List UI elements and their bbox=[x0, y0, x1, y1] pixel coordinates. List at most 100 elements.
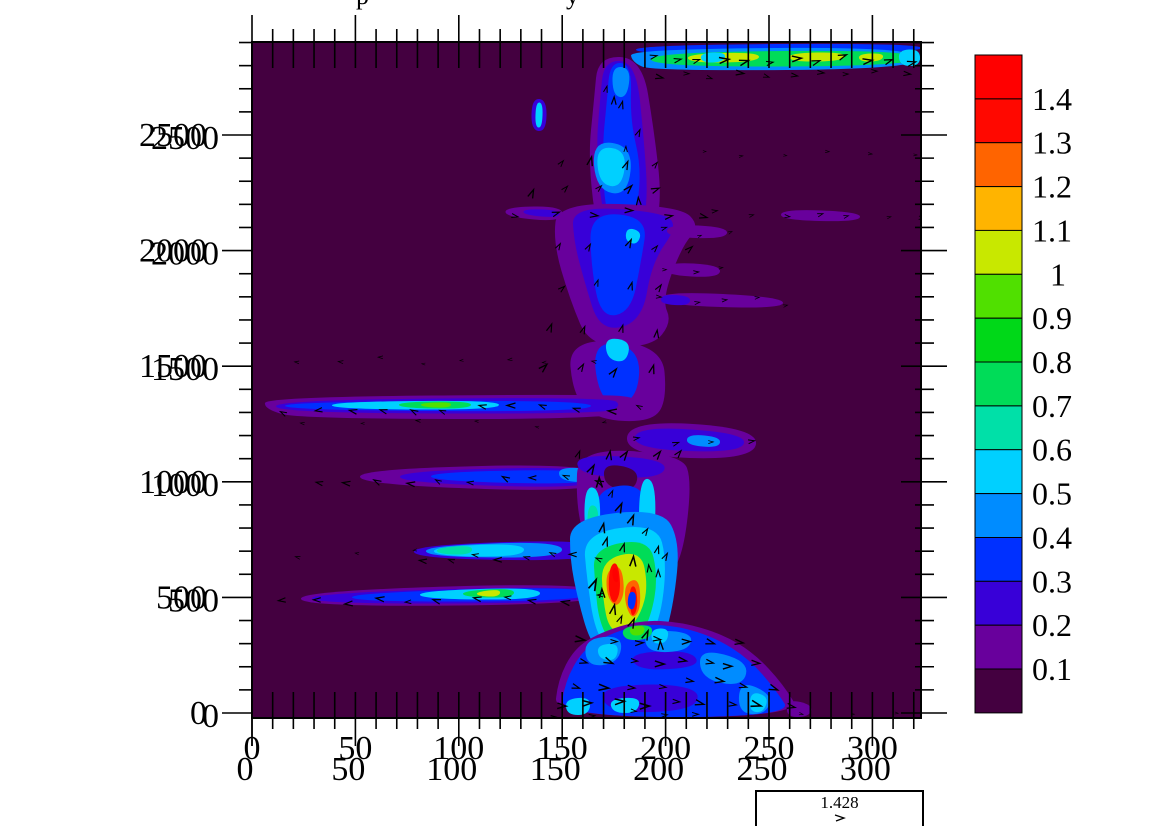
velocity-arrow bbox=[824, 149, 831, 154]
velocity-arrow bbox=[574, 449, 581, 459]
colorbar-label: 0.5 bbox=[1032, 476, 1072, 512]
velocity-arrow bbox=[276, 597, 286, 603]
colorbar-cell bbox=[974, 405, 1023, 451]
contour-blob bbox=[535, 102, 543, 128]
velocity-arrow bbox=[527, 187, 535, 199]
velocity-arrow bbox=[705, 638, 717, 645]
velocity-arrow bbox=[598, 521, 606, 534]
velocity-arrow bbox=[738, 682, 749, 689]
velocity-arrow bbox=[431, 599, 442, 605]
velocity-arrow bbox=[567, 551, 577, 558]
velocity-arrow bbox=[527, 475, 537, 481]
velocity-arrow bbox=[651, 161, 659, 169]
velocity-arrow bbox=[655, 567, 662, 578]
x-axis-label: 300 bbox=[847, 730, 898, 767]
velocity-arrow bbox=[581, 699, 595, 707]
contour-blob bbox=[632, 651, 697, 670]
velocity-arrow bbox=[511, 213, 520, 218]
colorbar-cell bbox=[974, 493, 1023, 539]
velocity-arrow bbox=[791, 55, 804, 63]
velocity-arrows-layer bbox=[276, 54, 921, 718]
velocity-arrow bbox=[608, 367, 618, 378]
velocity-arrow bbox=[718, 56, 732, 65]
contour-blob bbox=[625, 228, 641, 244]
velocity-arrow bbox=[593, 278, 599, 287]
velocity-arrow bbox=[626, 513, 635, 526]
velocity-arrow bbox=[635, 404, 643, 411]
velocity-arrow bbox=[299, 422, 305, 426]
velocity-arrow bbox=[747, 439, 757, 445]
colorbar-cell bbox=[974, 317, 1023, 363]
velocity-arrow bbox=[722, 662, 735, 670]
contour-blob bbox=[597, 147, 625, 187]
velocity-arrow bbox=[811, 60, 822, 67]
velocity-arrow bbox=[447, 559, 456, 564]
velocity-arrow bbox=[541, 360, 547, 364]
colorbar-label: 1.2 bbox=[1032, 169, 1072, 205]
y-axis-label-duplicate: 1500 bbox=[151, 351, 219, 388]
velocity-arrow bbox=[574, 635, 588, 643]
contour-blob bbox=[476, 590, 501, 597]
velocity-arrow bbox=[738, 154, 744, 158]
x-axis-label: 0 bbox=[244, 730, 261, 767]
colorbar-label: 0.2 bbox=[1032, 607, 1072, 643]
velocity-arrow bbox=[639, 702, 652, 710]
velocity-arrow bbox=[610, 638, 620, 645]
velocity-arrow bbox=[650, 187, 661, 194]
colorbar-cell bbox=[974, 537, 1023, 582]
velocity-arrow bbox=[491, 556, 503, 563]
velocity-arrow bbox=[605, 408, 618, 416]
reference-vector-arrow-icon bbox=[834, 814, 846, 822]
velocity-arrow bbox=[504, 402, 516, 409]
velocity-arrow bbox=[608, 602, 617, 616]
velocity-arrow bbox=[653, 328, 660, 339]
velocity-arrow bbox=[661, 713, 669, 718]
x-axis-label: 150 bbox=[537, 730, 588, 767]
y-axis-label: 1500 bbox=[139, 348, 207, 385]
velocity-arrow bbox=[503, 595, 512, 601]
colorbar-cell bbox=[974, 229, 1023, 275]
velocity-arrow bbox=[586, 463, 596, 476]
velocity-arrow bbox=[748, 214, 755, 218]
velocity-arrow bbox=[337, 360, 344, 365]
contour-blob bbox=[523, 209, 560, 217]
contour-blob bbox=[420, 402, 452, 408]
reference-vector-value: 1.428 bbox=[820, 793, 859, 812]
velocity-arrow bbox=[630, 708, 638, 713]
contour-blob bbox=[651, 628, 669, 644]
velocity-arrow bbox=[470, 553, 479, 558]
velocity-arrow bbox=[662, 268, 668, 272]
contour-blob bbox=[612, 66, 630, 98]
velocity-arrow bbox=[590, 360, 597, 364]
velocity-arrow bbox=[790, 72, 800, 78]
velocity-arrow bbox=[871, 69, 879, 74]
x-axis-label: 200 bbox=[640, 730, 691, 767]
velocity-arrow bbox=[718, 266, 724, 270]
velocity-arrow bbox=[557, 702, 569, 710]
velocity-arrow bbox=[694, 699, 706, 706]
velocity-arrow bbox=[577, 362, 585, 372]
colorbar-label: 0.1 bbox=[1032, 651, 1072, 687]
velocity-arrow bbox=[762, 73, 771, 78]
velocity-arrow bbox=[623, 144, 628, 153]
y-axis-label: 2500 bbox=[139, 117, 207, 154]
reference-vector-box: 1.428 bbox=[755, 790, 924, 826]
velocity-arrow bbox=[672, 441, 681, 447]
velocity-arrow bbox=[867, 152, 874, 156]
contour-blob bbox=[664, 263, 721, 277]
velocity-arrow bbox=[817, 213, 825, 218]
velocity-arrow bbox=[653, 544, 660, 555]
velocity-arrow bbox=[293, 360, 300, 365]
velocity-arrow bbox=[586, 154, 593, 167]
y-axis-label-duplicate: 2000 bbox=[151, 236, 219, 273]
velocity-arrow bbox=[311, 597, 321, 603]
y-axis-label-duplicate: 2500 bbox=[151, 120, 219, 157]
velocity-arrow bbox=[651, 244, 659, 253]
velocity-arrow bbox=[768, 683, 780, 691]
x-axis-label: 50 bbox=[338, 730, 372, 767]
velocity-arrow bbox=[654, 283, 663, 293]
colorbar-label: 0.4 bbox=[1032, 520, 1072, 556]
velocity-arrow bbox=[843, 215, 850, 219]
contour-blob bbox=[786, 701, 812, 717]
